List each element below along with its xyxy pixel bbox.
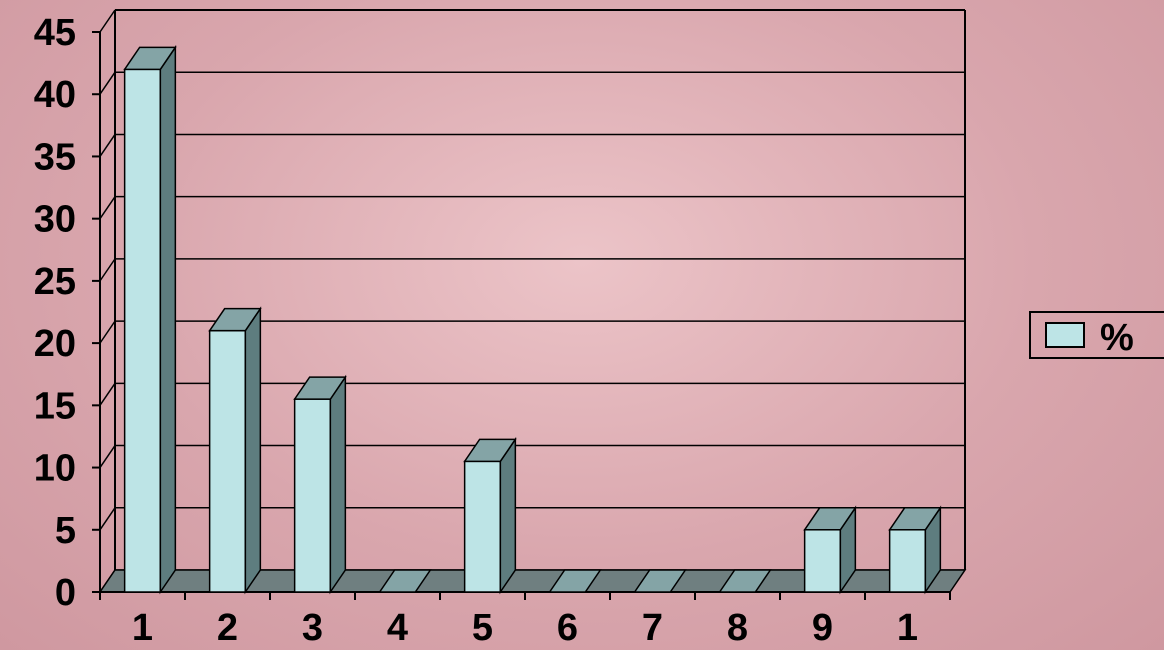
gridline-depth: [99, 9, 116, 33]
x-tick-label: 9: [812, 607, 833, 649]
bar-front: [463, 460, 502, 593]
gridline-depth: [99, 196, 116, 220]
gridline-depth: [99, 320, 116, 344]
gridline-depth: [99, 134, 116, 157]
bars: [123, 44, 942, 595]
y-tick-label: 35: [34, 136, 76, 178]
bar-top: [548, 569, 602, 593]
bar-top: [463, 438, 517, 463]
bar: [463, 436, 517, 595]
bar-top: [378, 569, 432, 593]
bar-side: [244, 306, 262, 595]
bar-front: [208, 329, 247, 593]
y-tick-label: 20: [34, 323, 76, 365]
x-axis-tick-labels: 1 2 3 4 5 6 7 8 9 1: [132, 607, 918, 649]
bar-top: [123, 46, 177, 71]
y-tick-label: 40: [34, 74, 76, 116]
bar-front: [888, 529, 927, 593]
gridline-depth: [99, 507, 116, 531]
bar: [293, 374, 347, 595]
bar-top: [803, 507, 857, 531]
bar: [888, 505, 942, 595]
legend: %: [1029, 311, 1164, 359]
bar-top: [633, 569, 687, 593]
bar: [803, 505, 857, 595]
y-tick-label: 5: [55, 510, 76, 552]
x-tick-label: 7: [642, 607, 663, 649]
y-tick-label: 10: [34, 448, 76, 490]
gridline-depth: [99, 71, 116, 95]
bar-front: [293, 398, 332, 593]
x-tick-label: 2: [217, 607, 238, 649]
x-tick-label: 6: [557, 607, 578, 649]
y-tick-label: 0: [55, 572, 76, 614]
legend-box: [1029, 311, 1164, 359]
legend-swatch: [1045, 322, 1085, 348]
bar: [548, 569, 602, 593]
y-tick-label: 45: [34, 12, 76, 54]
gridline-depth: [99, 258, 116, 282]
bar: [378, 569, 432, 593]
x-tick-label: 4: [387, 607, 408, 649]
y-tick-label: 15: [34, 385, 76, 427]
bar-top: [888, 507, 942, 531]
legend-label: %: [1100, 317, 1134, 359]
y-tick-label: 25: [34, 261, 76, 303]
bar-side: [159, 44, 177, 595]
bar: [718, 569, 772, 593]
bar: [123, 44, 177, 595]
bar-front: [803, 529, 842, 593]
y-axis-tick-labels: 0 5 10 15 20 25 30 35 40 45: [34, 12, 76, 614]
bar-top: [208, 307, 262, 332]
bar-top: [293, 376, 347, 400]
x-tick-label: 5: [472, 607, 493, 649]
bar-front: [123, 68, 162, 593]
bar-side: [329, 374, 347, 595]
x-tick-label: 1: [897, 607, 918, 649]
y-tick-label: 30: [34, 199, 76, 241]
x-tick-label: 1: [132, 607, 153, 649]
bar: [208, 306, 262, 595]
bar: [633, 569, 687, 593]
bar-top: [718, 569, 772, 593]
x-tick-label: 3: [302, 607, 323, 649]
gridline-depth: [99, 445, 116, 468]
gridlines: [99, 9, 966, 593]
bar-side: [499, 436, 517, 595]
gridline-depth: [99, 382, 116, 406]
x-tick-label: 8: [727, 607, 748, 649]
